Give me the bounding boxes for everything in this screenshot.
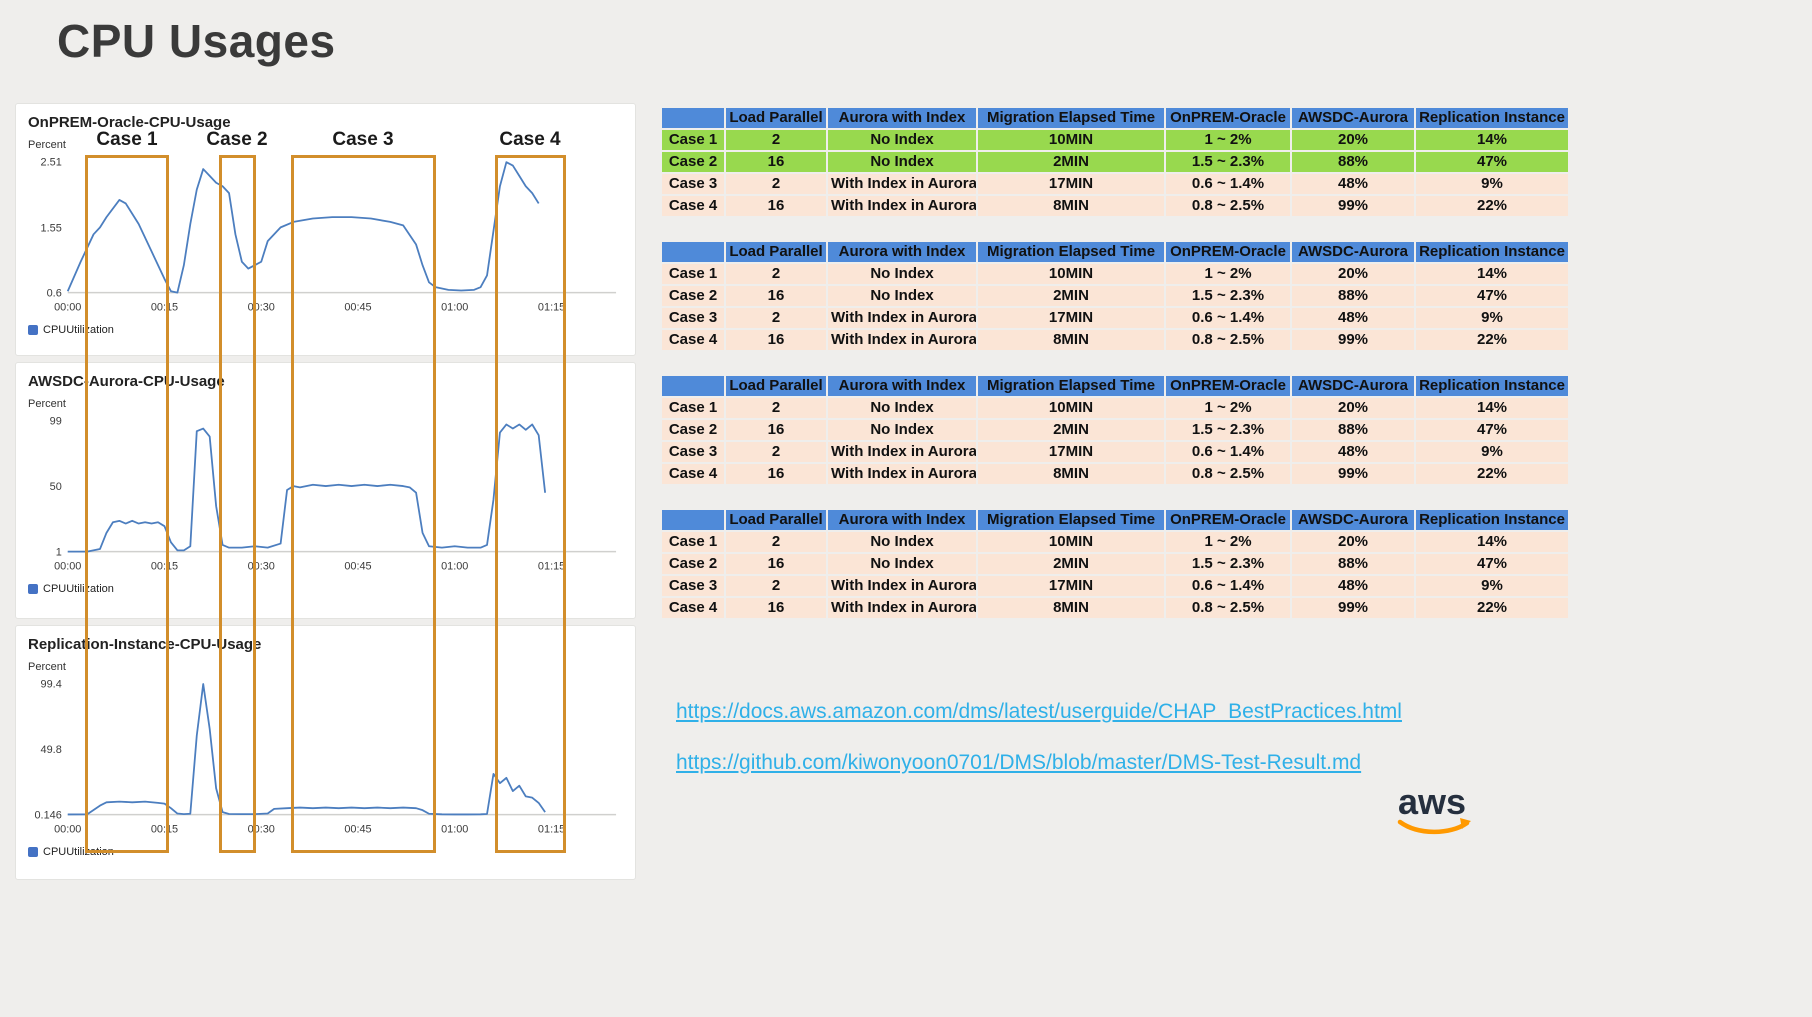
results-tables: Load Parallel Aurora with Index Migration … [660, 106, 1568, 642]
table-row: Case 3 2 With Index in Aurora 17MIN 0.6 ~ 1.… [662, 576, 1568, 596]
table-header-row: Load Parallel Aurora with Index Migration … [662, 510, 1568, 530]
page-title: CPU Usages [57, 15, 336, 67]
table-row: Case 4 16 With Index in Aurora 8MIN 0.8 ~ 2.… [662, 464, 1568, 484]
svg-text:99.4: 99.4 [41, 678, 62, 690]
table-row: Case 2 16 No Index 2MIN 1.5 ~ 2.3% 88% 47% [662, 152, 1568, 172]
docs-link[interactable]: https://docs.aws.amazon.com/dms/latest/u… [676, 700, 1402, 723]
table-row: Case 4 16 With Index in Aurora 8MIN 0.8 ~ 2.… [662, 196, 1568, 216]
aws-smile-icon [1397, 819, 1470, 835]
svg-text:00:15: 00:15 [151, 302, 178, 314]
svg-text:00:30: 00:30 [248, 824, 275, 836]
svg-text:00:15: 00:15 [151, 561, 178, 573]
svg-text:00:00: 00:00 [54, 561, 81, 573]
svg-text:01:15: 01:15 [538, 561, 565, 573]
legend-swatch-icon [28, 847, 38, 857]
aws-logo-text: aws [1398, 781, 1466, 822]
chart-legend: CPUUtilization [28, 324, 625, 336]
table-header-row: Load Parallel Aurora with Index Migration … [662, 108, 1568, 128]
y-axis-label: Percent [28, 139, 66, 151]
svg-text:00:15: 00:15 [151, 824, 178, 836]
legend-label: CPUUtilization [43, 846, 114, 858]
results-table-3: Load Parallel Aurora with Index Migration … [660, 374, 1570, 486]
table-row: Case 3 2 With Index in Aurora 17MIN 0.6 ~ 1.… [662, 308, 1568, 328]
svg-text:50: 50 [50, 481, 62, 493]
svg-text:01:00: 01:00 [441, 561, 468, 573]
svg-text:0.6: 0.6 [47, 288, 62, 300]
svg-text:1.55: 1.55 [41, 222, 62, 234]
table-row: Case 3 2 With Index in Aurora 17MIN 0.6 ~ 1.… [662, 174, 1568, 194]
table-row: Case 4 16 With Index in Aurora 8MIN 0.8 ~ 2.… [662, 598, 1568, 618]
svg-text:99: 99 [50, 415, 62, 427]
svg-text:01:00: 01:00 [441, 824, 468, 836]
table-row: Case 2 16 No Index 2MIN 1.5 ~ 2.3% 88% 47% [662, 420, 1568, 440]
svg-text:00:45: 00:45 [344, 561, 371, 573]
aws-logo: aws [1390, 778, 1478, 847]
legend-label: CPUUtilization [43, 583, 114, 595]
svg-text:00:00: 00:00 [54, 302, 81, 314]
onprem-oracle-cpu-line-chart: 2.51 1.55 0.6 00:00 00:15 00:30 00:45 01:00 01:1… [41, 156, 617, 314]
table-row: Case 1 2 No Index 10MIN 1 ~ 2% 20% 14% [662, 532, 1568, 552]
svg-text:00:00: 00:00 [54, 824, 81, 836]
chart-title: AWSDC-Aurora-CPU-Usage [28, 373, 225, 390]
svg-text:2.51: 2.51 [41, 156, 62, 168]
reference-links: https://docs.aws.amazon.com/dms/latest/u… [676, 700, 1402, 802]
chart-title: OnPREM-Oracle-CPU-Usage [28, 114, 231, 131]
results-table-2: Load Parallel Aurora with Index Migration … [660, 240, 1570, 352]
chart-title: Replication-Instance-CPU-Usage [28, 636, 262, 653]
table-row: Case 1 2 No Index 10MIN 1 ~ 2% 20% 14% [662, 398, 1568, 418]
svg-text:01:00: 01:00 [441, 302, 468, 314]
svg-text:00:45: 00:45 [344, 302, 371, 314]
svg-text:0.146: 0.146 [34, 810, 61, 822]
charts-column: OnPREM-Oracle-CPU-Usage Percent 2.51 1.55… [15, 103, 636, 886]
table-row: Case 2 16 No Index 2MIN 1.5 ~ 2.3% 88% 47% [662, 554, 1568, 574]
results-table-1: Load Parallel Aurora with Index Migration … [660, 106, 1570, 218]
chart-card-replication-instance: Replication-Instance-CPU-Usage Percent 9… [15, 625, 636, 880]
table-row: Case 1 2 No Index 10MIN 1 ~ 2% 20% 14% [662, 264, 1568, 284]
svg-text:00:45: 00:45 [344, 824, 371, 836]
table-row: Case 2 16 No Index 2MIN 1.5 ~ 2.3% 88% 47% [662, 286, 1568, 306]
chart-card-awsdc-aurora: AWSDC-Aurora-CPU-Usage Percent 99 50 1 00:0… [15, 362, 636, 619]
table-row: Case 3 2 With Index in Aurora 17MIN 0.6 ~ 1.… [662, 442, 1568, 462]
y-axis-label: Percent [28, 661, 66, 673]
table-row: Case 4 16 With Index in Aurora 8MIN 0.8 ~ 2.… [662, 330, 1568, 350]
svg-text:49.8: 49.8 [41, 744, 62, 756]
svg-text:1: 1 [56, 547, 62, 559]
chart-card-onprem-oracle: OnPREM-Oracle-CPU-Usage Percent 2.51 1.55… [15, 103, 636, 356]
table-header-row: Load Parallel Aurora with Index Migration … [662, 376, 1568, 396]
replication-instance-cpu-line-chart: 99.4 49.8 0.146 00:00 00:15 00:30 00:45 01:00 01… [34, 678, 617, 836]
svg-text:01:15: 01:15 [538, 302, 565, 314]
legend-swatch-icon [28, 325, 38, 335]
legend-swatch-icon [28, 584, 38, 594]
awsdc-aurora-cpu-line-chart: 99 50 1 00:00 00:15 00:30 00:45 01:00 01:15 [50, 415, 617, 573]
y-axis-label: Percent [28, 398, 66, 410]
legend-label: CPUUtilization [43, 324, 114, 336]
svg-text:00:30: 00:30 [248, 302, 275, 314]
table-row: Case 1 2 No Index 10MIN 1 ~ 2% 20% 14% [662, 130, 1568, 150]
github-link[interactable]: https://github.com/kiwonyoon0701/DMS/blo… [676, 751, 1362, 774]
chart-legend: CPUUtilization [28, 846, 625, 858]
svg-text:00:30: 00:30 [248, 561, 275, 573]
svg-text:01:15: 01:15 [538, 824, 565, 836]
aws-smile-arrow-icon [1460, 818, 1471, 829]
results-table-4: Load Parallel Aurora with Index Migration … [660, 508, 1570, 620]
table-header-row: Load Parallel Aurora with Index Migration … [662, 242, 1568, 262]
chart-legend: CPUUtilization [28, 583, 625, 595]
